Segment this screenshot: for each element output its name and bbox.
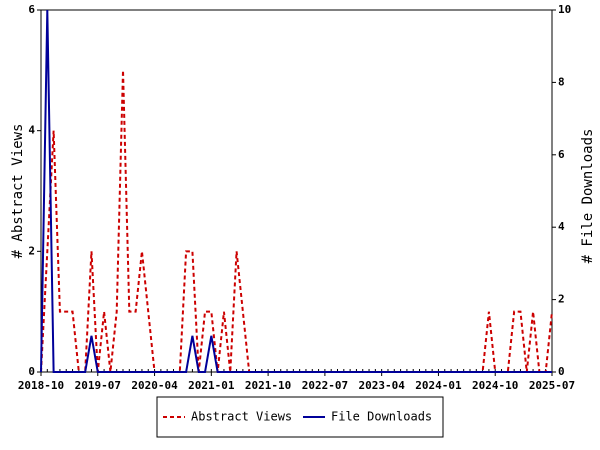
series-line bbox=[40, 70, 553, 373]
x-tick-label: 2018-10 bbox=[18, 379, 64, 392]
y2-axis-title: # File Downloads bbox=[580, 129, 596, 264]
y-tick-label: 6 bbox=[28, 3, 35, 16]
x-tick-label: 2021-10 bbox=[245, 379, 291, 392]
x-tick-label: 2020-04 bbox=[131, 379, 178, 392]
legend-label: File Downloads bbox=[331, 410, 432, 424]
y2-tick-label: 10 bbox=[558, 3, 571, 16]
x-tick-label: 2024-10 bbox=[472, 379, 518, 392]
x-tick-label: 2025-07 bbox=[529, 379, 575, 392]
x-tick-label: 2019-07 bbox=[75, 379, 121, 392]
y-tick-label: 4 bbox=[28, 124, 35, 137]
x-tick-label: 2023-04 bbox=[358, 379, 405, 392]
x-tick-label: 2024-01 bbox=[415, 379, 462, 392]
y2-tick-label: 6 bbox=[558, 148, 565, 161]
y-tick-label: 2 bbox=[28, 244, 35, 257]
plot-frame bbox=[40, 9, 553, 373]
y2-tick-label: 2 bbox=[558, 293, 565, 306]
y-axis-title: # Abstract Views bbox=[10, 124, 26, 259]
y2-tick-label: 8 bbox=[558, 75, 565, 88]
y2-tick-label: 0 bbox=[558, 365, 565, 378]
legend-label: Abstract Views bbox=[191, 410, 292, 424]
y2-tick-label: 4 bbox=[558, 220, 565, 233]
x-tick-label: 2022-07 bbox=[302, 379, 348, 392]
legend-box bbox=[156, 396, 444, 438]
x-tick-label: 2021-01 bbox=[188, 379, 235, 392]
series-line bbox=[40, 9, 552, 373]
y-tick-label: 0 bbox=[28, 365, 35, 378]
